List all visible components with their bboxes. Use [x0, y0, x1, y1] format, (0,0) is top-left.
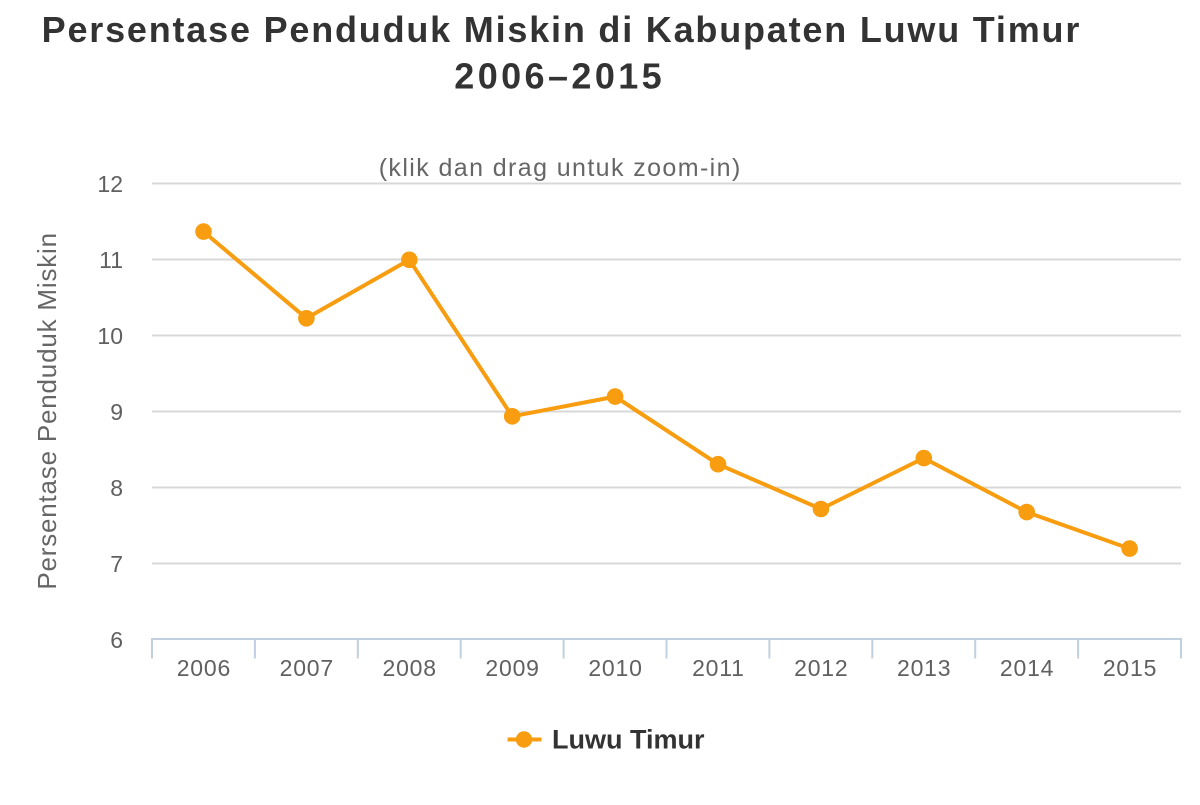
svg-text:2015: 2015 [1103, 655, 1157, 681]
svg-text:Persentase Penduduk Miskin: Persentase Penduduk Miskin [32, 232, 62, 590]
svg-text:2012: 2012 [794, 655, 848, 681]
svg-text:7: 7 [110, 551, 123, 577]
svg-text:2010: 2010 [588, 655, 642, 681]
svg-text:Luwu Timur: Luwu Timur [552, 725, 705, 755]
svg-text:10: 10 [97, 323, 123, 349]
svg-text:2008: 2008 [383, 655, 437, 681]
svg-text:2011: 2011 [692, 655, 745, 681]
svg-text:2006–2015: 2006–2015 [454, 56, 665, 97]
svg-text:2009: 2009 [485, 655, 539, 681]
svg-text:11: 11 [99, 247, 123, 273]
svg-text:(klik dan drag untuk zoom-in): (klik dan drag untuk zoom-in) [379, 154, 742, 182]
svg-text:Persentase Penduduk Miskin di: Persentase Penduduk Miskin di Kabupaten … [42, 9, 1082, 50]
svg-text:8: 8 [110, 475, 123, 501]
svg-text:6: 6 [110, 627, 123, 653]
svg-text:12: 12 [97, 171, 123, 197]
svg-text:2013: 2013 [897, 655, 951, 681]
svg-text:2007: 2007 [280, 655, 334, 681]
svg-text:2006: 2006 [177, 655, 231, 681]
svg-text:2014: 2014 [1000, 655, 1054, 681]
svg-text:9: 9 [110, 399, 123, 425]
